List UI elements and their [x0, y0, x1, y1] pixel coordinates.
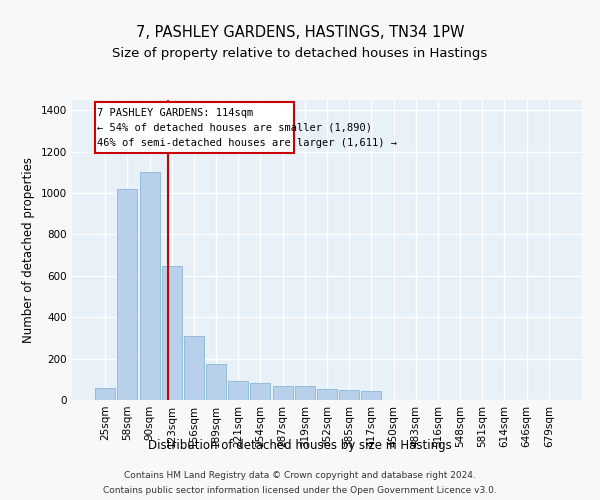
- Text: 7 PASHLEY GARDENS: 114sqm: 7 PASHLEY GARDENS: 114sqm: [97, 108, 253, 118]
- Text: Contains public sector information licensed under the Open Government Licence v3: Contains public sector information licen…: [103, 486, 497, 495]
- Y-axis label: Number of detached properties: Number of detached properties: [22, 157, 35, 343]
- Bar: [162, 266, 182, 400]
- Text: Contains HM Land Registry data © Crown copyright and database right 2024.: Contains HM Land Registry data © Crown c…: [124, 471, 476, 480]
- Bar: [361, 390, 382, 400]
- Text: ← 54% of detached houses are smaller (1,890): ← 54% of detached houses are smaller (1,…: [97, 122, 372, 132]
- Bar: [95, 388, 115, 400]
- Text: 46% of semi-detached houses are larger (1,611) →: 46% of semi-detached houses are larger (…: [97, 138, 397, 147]
- Bar: [118, 189, 137, 400]
- Bar: [339, 390, 359, 400]
- Bar: [206, 364, 226, 400]
- Text: Size of property relative to detached houses in Hastings: Size of property relative to detached ho…: [112, 48, 488, 60]
- Bar: [228, 382, 248, 400]
- Text: 7, PASHLEY GARDENS, HASTINGS, TN34 1PW: 7, PASHLEY GARDENS, HASTINGS, TN34 1PW: [136, 25, 464, 40]
- Bar: [272, 386, 293, 400]
- Bar: [250, 384, 271, 400]
- Bar: [140, 172, 160, 400]
- Bar: [184, 336, 204, 400]
- Text: Distribution of detached houses by size in Hastings: Distribution of detached houses by size …: [148, 438, 452, 452]
- FancyBboxPatch shape: [95, 102, 294, 153]
- Bar: [295, 386, 315, 400]
- Bar: [317, 388, 337, 400]
